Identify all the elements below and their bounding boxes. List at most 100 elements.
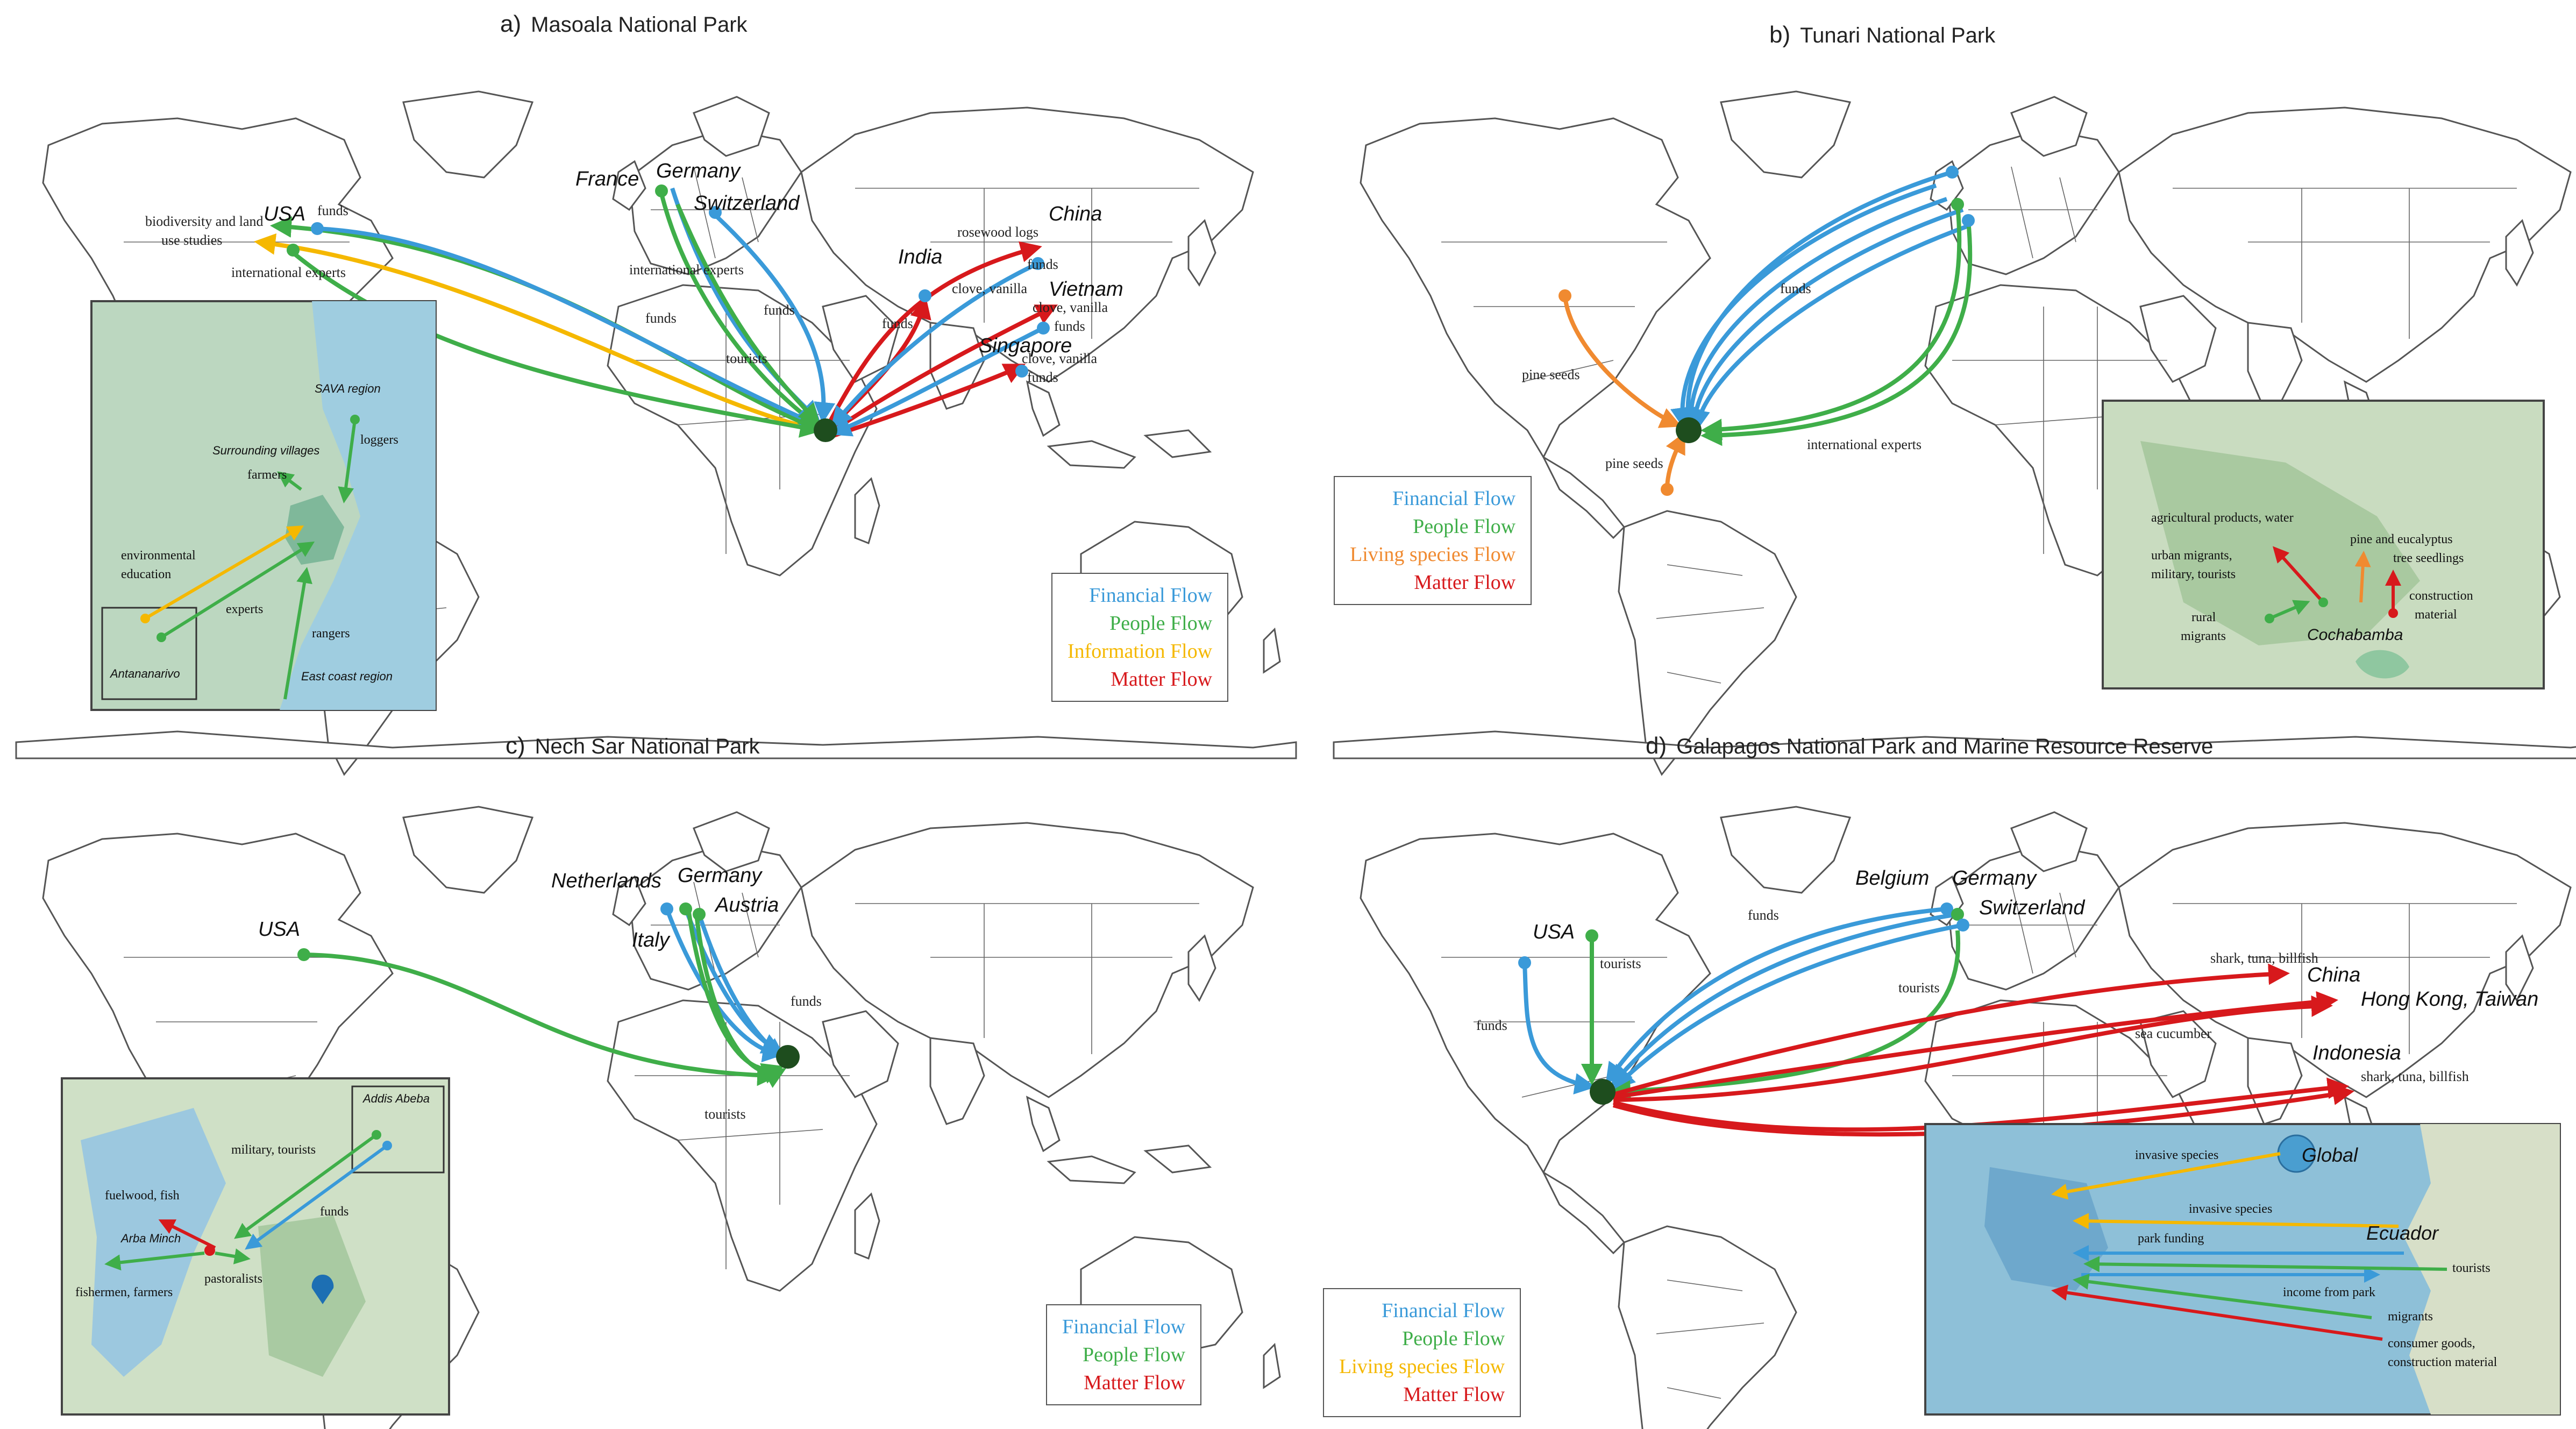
panel-c-legend-matter: Matter Flow xyxy=(1084,1371,1186,1394)
panel-d-flow-matter-hk-2 xyxy=(1613,995,2333,1102)
panel-c-title: c) Nech Sar National Park xyxy=(506,733,760,759)
panel-d-label-tourists-eu: tourists xyxy=(1898,980,1940,996)
panel-b-flow-fin-2 xyxy=(1670,183,1937,429)
panel-b-name: Tunari National Park xyxy=(1800,24,1996,47)
panel-a-node-usa-fin xyxy=(311,222,324,235)
panel-b-legend: Financial Flow People Flow Living specie… xyxy=(1334,476,1532,605)
panel-c-inset-military: military, tourists xyxy=(231,1143,316,1157)
panel-c-country-germany: Germany xyxy=(678,864,763,887)
panel-a-node-china xyxy=(1031,257,1044,270)
panel-b-label-funds: funds xyxy=(1780,281,1811,296)
panel-b-label-pine-2: pine seeds xyxy=(1605,456,1663,471)
panel-a-inset-loggers: loggers xyxy=(360,433,399,447)
panel-a-flow-fin-usa xyxy=(317,226,822,428)
panel-c-legend-financial: Financial Flow xyxy=(1062,1316,1186,1338)
panel-a-inset-education: education xyxy=(121,567,171,581)
panel-c-letter: c) xyxy=(506,733,525,759)
panel-a-inset-experts: experts xyxy=(226,602,263,616)
panel-d-legend-living: Living species Flow xyxy=(1339,1355,1505,1378)
panel-d-country-indonesia: Indonesia xyxy=(2312,1042,2401,1064)
panel-a-flow-people-ch xyxy=(675,203,821,425)
panel-a-country-france: France xyxy=(575,168,639,190)
panel-a-label-funds-usa: funds xyxy=(317,203,348,218)
panel-a-node-vietnam xyxy=(1037,322,1050,335)
panel-c-inset-pastoralists: pastoralists xyxy=(204,1272,262,1286)
panel-c-inset-funds: funds xyxy=(320,1205,348,1219)
panel-d-name: Galapagos National Park and Marine Resou… xyxy=(1676,735,2214,758)
panel-d-legend-matter: Matter Flow xyxy=(1403,1383,1505,1406)
panel-b-inset-city: Cochabamba xyxy=(2307,626,2403,644)
panel-a-legend: Financial Flow People Flow Information F… xyxy=(1051,573,1229,702)
panel-d-label-funds-eu: funds xyxy=(1748,907,1779,923)
panel-d-inset-construction: construction material xyxy=(2388,1355,2497,1369)
panel-c-country-usa: USA xyxy=(258,918,300,941)
panel-c-inset-addis: Addis Abeba xyxy=(362,1092,430,1105)
panel-c-inset-fuelwood: fuelwood, fish xyxy=(105,1189,180,1203)
panel-a-label-intl-experts-usa: international experts xyxy=(231,265,346,280)
panel-a-flow-fin-china xyxy=(830,261,1039,429)
panel-b-flow-people-2 xyxy=(1700,220,1973,446)
panel-a-inset-antananarivo: Antananarivo xyxy=(109,667,180,680)
panel-b-legend-people: People Flow xyxy=(1413,515,1516,538)
panel-d-country-hk: Hong Kong, Taiwan xyxy=(2361,988,2538,1011)
panel-a-legend-matter: Matter Flow xyxy=(1111,668,1213,691)
panel-a-legend-people: People Flow xyxy=(1109,612,1213,635)
panel-b-flow-fin-3 xyxy=(1678,197,1948,432)
panel-a-label-clove-sg: clove, vanilla xyxy=(1022,351,1098,366)
panel-a-label-clove-india: clove, vanilla xyxy=(952,281,1028,296)
panel-c-name: Nech Sar National Park xyxy=(535,735,760,758)
panel-c-label-tourists: tourists xyxy=(705,1106,746,1122)
panel-c-flow-fin-at xyxy=(697,913,786,1060)
panel-a-flow-matter-china xyxy=(826,241,1042,426)
panel-b-inset: agricultural products, water pine and eu… xyxy=(2102,400,2545,689)
panel-a-node-ch xyxy=(709,206,722,219)
panel-a-country-switzerland: Switzerland xyxy=(694,192,800,215)
panel-d-flow-fin-ch xyxy=(1613,923,1963,1090)
panel-b-legend-living: Living species Flow xyxy=(1350,543,1516,566)
panel-a-country-india: India xyxy=(898,246,942,268)
panel-d-label-funds-usa: funds xyxy=(1476,1018,1507,1033)
panel-a-legend-financial: Financial Flow xyxy=(1089,584,1213,607)
panel-d-flow-fin-de xyxy=(1610,912,1958,1087)
panel-c-inset: Addis Abeba Arba Minch military, tourist… xyxy=(61,1077,450,1416)
panel-a-node-singapore xyxy=(1015,365,1028,378)
panel-d-label-sea-cucumber: sea cucumber xyxy=(2135,1026,2212,1041)
panel-d-country-germany: Germany xyxy=(1952,867,2037,890)
panel-d-inset-park-funding: park funding xyxy=(2138,1232,2204,1246)
panel-d-country-china: China xyxy=(2307,964,2360,986)
panel-a-letter: a) xyxy=(500,11,522,37)
panel-c-label-funds: funds xyxy=(791,993,822,1009)
panel-b-label-pine-1: pine seeds xyxy=(1522,367,1580,382)
panel-d-legend: Financial Flow People Flow Living specie… xyxy=(1323,1288,1521,1417)
panel-a-label-funds-sg: funds xyxy=(1027,369,1058,385)
panel-b-flow-fin-4 xyxy=(1683,208,1964,432)
panel-d-inset-income: income from park xyxy=(2283,1285,2375,1299)
panel-b-inset-military: military, tourists xyxy=(2151,567,2236,581)
panel-a-label-funds-china: funds xyxy=(1027,257,1058,272)
panel-d-inset-global: Global xyxy=(2302,1144,2358,1166)
panel-a-flow-fin-ch xyxy=(714,214,836,424)
panel-a-inset-environmental: environmental xyxy=(121,549,196,563)
panel-a-label-landuse: use studies xyxy=(161,232,222,248)
panel-d-country-switzerland: Switzerland xyxy=(1979,897,2086,919)
panel-a-country-china: China xyxy=(1049,203,1102,225)
panel-a-country-vietnam: Vietnam xyxy=(1049,278,1123,301)
panel-d-inset-migrants: migrants xyxy=(2388,1310,2433,1324)
panel-d-label-shark-2: shark, tuna, billfish xyxy=(2361,1069,2469,1084)
panel-d-inset: invasive species invasive species park f… xyxy=(1924,1123,2561,1416)
panel-c-park-marker xyxy=(776,1045,800,1069)
panel-a-inset-rangers: rangers xyxy=(312,627,350,641)
panel-d-flow-fin-be xyxy=(1605,907,1947,1085)
panel-a-node-usa-people xyxy=(287,244,300,257)
panel-d-park-marker xyxy=(1590,1079,1616,1105)
panel-a-label-tourists: tourists xyxy=(726,351,767,366)
panel-a-flow-people-usa-2 xyxy=(291,251,822,438)
panel-b-inset-seedlings: tree seedlings xyxy=(2393,551,2464,565)
panel-a-inset-eastcoast: East coast region xyxy=(301,670,393,683)
panel-d-country-usa: USA xyxy=(1533,921,1575,943)
panel-d-flow-matter-hk-1 xyxy=(1613,991,2338,1099)
panel-d-label-tourists-usa: tourists xyxy=(1600,956,1641,971)
panel-a-flow-matter-vietnam xyxy=(832,304,1058,432)
panel-b-flow-fin-1 xyxy=(1676,170,1953,429)
